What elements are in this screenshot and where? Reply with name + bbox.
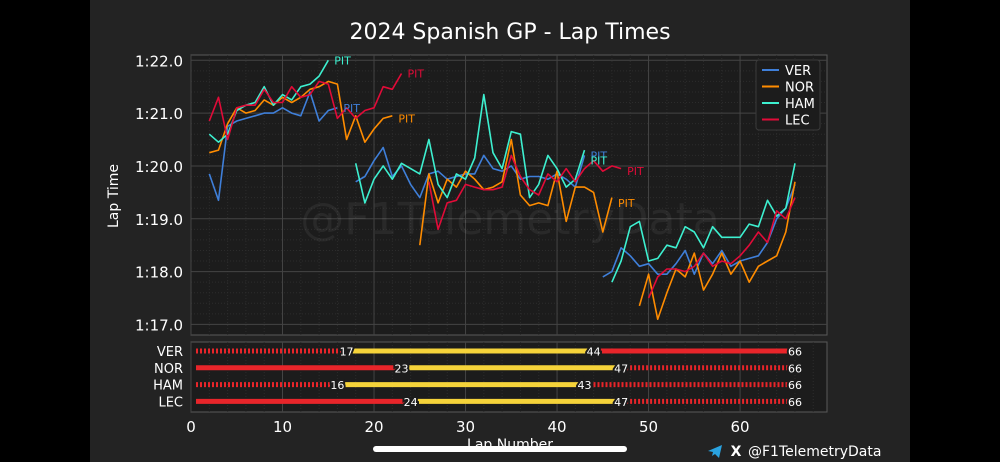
stint-end-label: 24 xyxy=(404,396,418,409)
stint-end-label: 47 xyxy=(614,362,628,375)
stint-end-label: 17 xyxy=(340,346,354,359)
x-tick-label: 10 xyxy=(273,418,292,436)
pit-label-lec: PIT xyxy=(407,67,424,80)
lap-time-series xyxy=(208,59,796,321)
pit-label-ham: PIT xyxy=(334,54,351,67)
x-tick-label: 60 xyxy=(731,418,750,436)
y-tick-label: 1:22.0 xyxy=(135,52,183,70)
strategy-driver-nor: NOR xyxy=(154,362,183,377)
grid-lines xyxy=(190,55,827,412)
x-tick-label: 20 xyxy=(364,418,383,436)
pit-label-nor: PIT xyxy=(618,197,635,210)
strategy-driver-ver: VER xyxy=(157,345,183,360)
series-line-ham xyxy=(611,163,796,283)
x-tick-label: 50 xyxy=(639,418,658,436)
y-tick-label: 1:19.0 xyxy=(135,211,183,229)
chart-title: 2024 Spanish GP - Lap Times xyxy=(349,20,670,45)
pit-label-ver: PIT xyxy=(343,102,360,115)
series-line-ham xyxy=(354,93,586,204)
y-axis-label: Lap Time xyxy=(106,164,122,228)
y-axis-ticks: 1:17.0 1:18.0 1:19.0 1:20.0 1:21.0 1:22.0 xyxy=(135,52,183,334)
x-icon: X xyxy=(731,444,742,460)
y-tick-label: 1:17.0 xyxy=(135,316,183,334)
stint-end-label: 66 xyxy=(788,346,802,359)
stint-end-label: 66 xyxy=(788,396,802,409)
x-axis-ticks: 0 10 20 30 40 50 60 xyxy=(186,418,749,436)
legend-label-ham: HAM xyxy=(785,97,815,112)
footer-credits: X @F1TelemetryData xyxy=(708,444,881,460)
x-tick-label: 30 xyxy=(456,418,475,436)
stint-end-label: 16 xyxy=(330,379,344,392)
home-indicator[interactable] xyxy=(373,446,627,452)
watermark: @F1TelemetryData xyxy=(300,194,719,245)
stint-end-label: 47 xyxy=(614,396,628,409)
pit-label-ver: PIT xyxy=(590,149,607,162)
x-tick-label: 0 xyxy=(186,418,196,436)
legend-box xyxy=(755,59,821,131)
tyre-strategy: VER 17 44 66 NOR 23 47 66 HAM 16 43 66 LEC 24 47 66 xyxy=(153,344,804,411)
telegram-icon xyxy=(708,445,722,458)
series-line-lec xyxy=(428,154,622,231)
legend-label-nor: NOR xyxy=(785,81,814,96)
x-tick-label: 40 xyxy=(547,418,566,436)
series-line-lec xyxy=(647,197,796,299)
stint-end-label: 43 xyxy=(577,379,591,392)
stint-end-label: 44 xyxy=(587,346,601,359)
strategy-driver-lec: LEC xyxy=(158,395,183,410)
stint-end-label: 66 xyxy=(788,379,802,392)
social-handle: @F1TelemetryData xyxy=(748,444,881,460)
y-tick-label: 1:21.0 xyxy=(135,105,183,123)
stint-end-label: 66 xyxy=(788,362,802,375)
series-line-lec xyxy=(208,73,403,141)
pit-label-nor: PIT xyxy=(398,112,415,125)
pit-label-lec: PIT xyxy=(627,165,644,178)
legend-label-lec: LEC xyxy=(785,114,810,129)
y-tick-label: 1:20.0 xyxy=(135,158,183,176)
series-line-ver xyxy=(602,184,796,278)
y-tick-label: 1:18.0 xyxy=(135,264,183,282)
pit-label-ham: PIT xyxy=(590,155,607,168)
strategy-driver-ham: HAM xyxy=(153,379,183,394)
legend-label-ver: VER xyxy=(785,64,811,79)
stint-end-label: 23 xyxy=(394,362,408,375)
plot-area xyxy=(190,54,828,336)
